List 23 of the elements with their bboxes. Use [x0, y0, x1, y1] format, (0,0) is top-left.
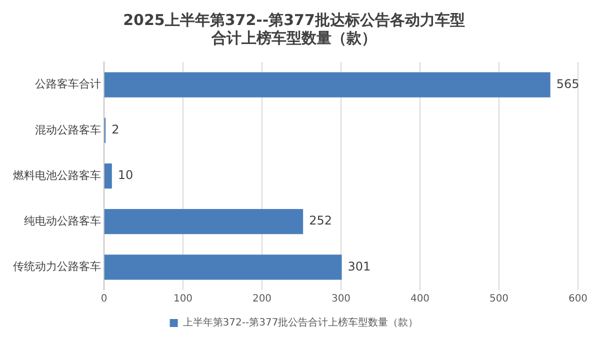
data-label: 565: [556, 76, 580, 91]
x-tick-label: 300: [331, 294, 351, 305]
y-tick-label: 混动公路客车: [35, 123, 101, 136]
data-label: 2: [112, 122, 120, 137]
x-tick-label: 0: [100, 294, 108, 305]
chart-title: 2025上半年第372--第377批达标公告各动力车型合计上榜车型数量（款）: [123, 10, 465, 47]
legend-label: 上半年第372--第377批公告合计上榜车型数量（款）: [182, 316, 418, 329]
x-tick-label: 400: [410, 294, 430, 305]
y-tick-label: 纯电动公路客车: [24, 214, 101, 228]
bar: [104, 209, 304, 234]
bar: [104, 254, 342, 280]
y-tick-label: 公路客车合计: [35, 78, 101, 91]
data-label: 10: [118, 168, 134, 182]
x-tick-label: 200: [252, 294, 272, 305]
bar: [104, 72, 550, 98]
y-tick-label: 燃料电池公路客车: [13, 168, 101, 182]
x-tick-label: 100: [173, 294, 193, 305]
x-tick-label: 500: [489, 294, 509, 305]
data-label: 301: [348, 259, 371, 274]
data-label: 252: [309, 214, 332, 228]
x-tick-label: 600: [568, 294, 588, 305]
y-tick-label: 传统动力公路客车: [13, 260, 101, 274]
bar: [104, 163, 112, 189]
